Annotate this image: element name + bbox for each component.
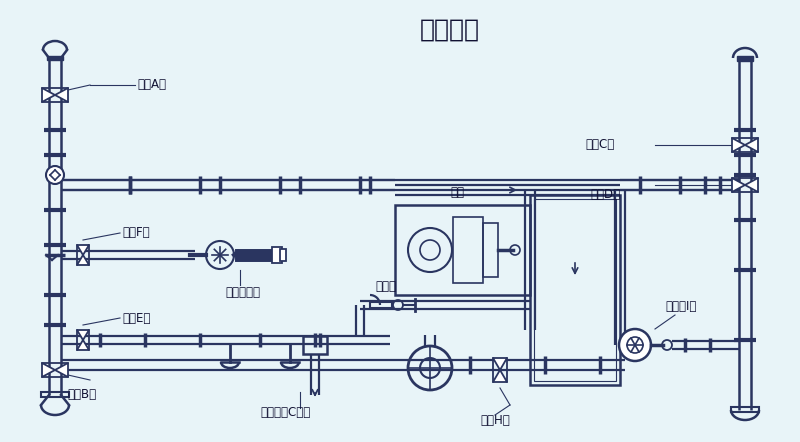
Circle shape <box>619 329 651 361</box>
Polygon shape <box>55 88 68 102</box>
Bar <box>41 392 69 397</box>
Text: 水泵: 水泵 <box>450 187 464 199</box>
Polygon shape <box>77 255 89 265</box>
Text: 球阀B关: 球阀B关 <box>67 389 96 401</box>
Bar <box>47 56 63 60</box>
Bar <box>272 247 282 263</box>
Text: 水泵加水: 水泵加水 <box>420 18 480 42</box>
Text: 球阀C关: 球阀C关 <box>585 138 614 152</box>
Polygon shape <box>42 363 55 377</box>
Polygon shape <box>745 138 758 152</box>
Bar <box>530 195 620 385</box>
Polygon shape <box>493 370 507 382</box>
Text: 球阀E关: 球阀E关 <box>122 312 150 324</box>
Bar <box>280 249 286 261</box>
Polygon shape <box>77 330 89 340</box>
Bar <box>395 205 530 295</box>
Polygon shape <box>77 245 89 255</box>
Circle shape <box>46 166 64 184</box>
Text: 三通球阀C加水: 三通球阀C加水 <box>260 405 310 419</box>
Polygon shape <box>77 340 89 350</box>
Polygon shape <box>745 178 758 192</box>
Bar <box>483 223 498 277</box>
Text: 洒水炮出口: 洒水炮出口 <box>225 286 260 300</box>
Text: 消防栓I关: 消防栓I关 <box>665 301 696 313</box>
Text: 球阀A关: 球阀A关 <box>137 79 166 91</box>
Polygon shape <box>493 358 507 370</box>
Text: 球阀H开: 球阀H开 <box>480 414 510 427</box>
Text: 球阀F关: 球阀F关 <box>122 226 150 240</box>
Bar <box>453 217 483 283</box>
Text: 球阀D关: 球阀D关 <box>590 188 620 202</box>
Bar <box>731 407 759 412</box>
Text: 罐体口: 罐体口 <box>375 281 396 293</box>
Polygon shape <box>42 88 55 102</box>
Polygon shape <box>55 363 68 377</box>
Polygon shape <box>732 138 745 152</box>
Bar <box>737 56 753 61</box>
Bar <box>303 336 327 354</box>
Polygon shape <box>732 178 745 192</box>
Bar <box>370 302 392 308</box>
Bar <box>534 199 616 381</box>
